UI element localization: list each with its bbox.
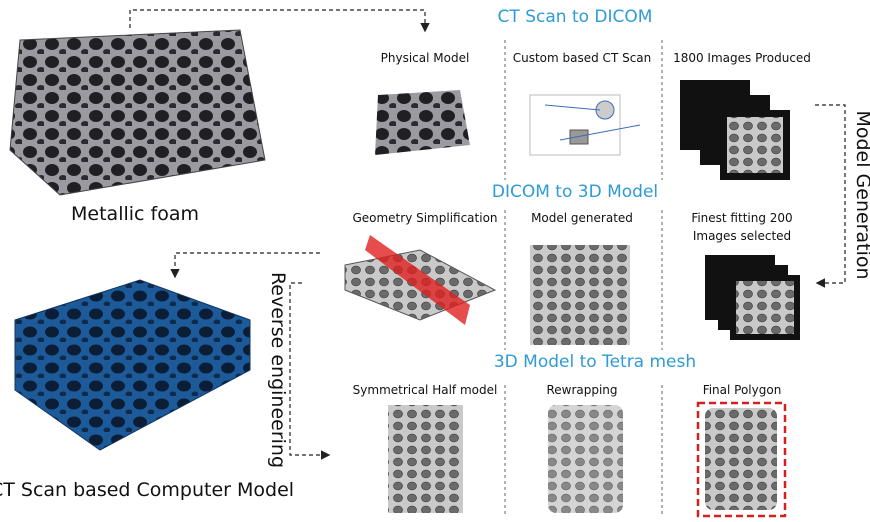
separators: [504, 40, 663, 515]
rewrap-image: [548, 405, 623, 513]
section-title: CT Scan to DICOM: [498, 7, 653, 27]
highlight-box: [696, 401, 787, 518]
step-label: Custom based CT Scan: [513, 51, 652, 65]
step-label: Rewrapping: [546, 383, 617, 397]
cut-plane: [365, 235, 470, 325]
arrow: [170, 252, 320, 279]
step-label: Model generated: [531, 211, 633, 225]
section-title: 3D Model to Tetra mesh: [494, 352, 696, 372]
step-label: Final Polygon: [703, 383, 782, 397]
arrow: [815, 104, 846, 288]
arrow: [129, 9, 430, 33]
step-label: 1800 Images Produced: [673, 51, 811, 65]
arrow: [289, 282, 331, 460]
image-stack-2: [705, 255, 800, 340]
step-label: Geometry Simplification: [352, 211, 497, 225]
side-label-right: Model Generation: [852, 110, 870, 279]
step-label: Symmetrical Half model: [353, 383, 498, 397]
ct-scanner-image: [529, 94, 641, 156]
side-label-left: Reverse engineering: [267, 272, 289, 468]
polygon-image: [705, 408, 777, 510]
model-image: [530, 245, 630, 345]
step-label: Physical Model: [381, 51, 470, 65]
sections: CT Scan to DICOM Physical Model Custom bas…: [352, 7, 810, 397]
left-bottom-label: CT Scan based Computer Model: [0, 479, 294, 501]
metallic-foam-image: [9, 29, 266, 196]
step-label: Finest fitting 200: [691, 211, 792, 225]
physical-model-image: [375, 90, 470, 155]
image-stack: [680, 80, 790, 180]
computer-model-image: [14, 279, 251, 451]
step-label: Images selected: [693, 229, 791, 243]
section-title: DICOM to 3D Model: [492, 182, 658, 202]
half-model-image: [388, 405, 463, 513]
left-top-label: Metallic foam: [71, 203, 199, 225]
